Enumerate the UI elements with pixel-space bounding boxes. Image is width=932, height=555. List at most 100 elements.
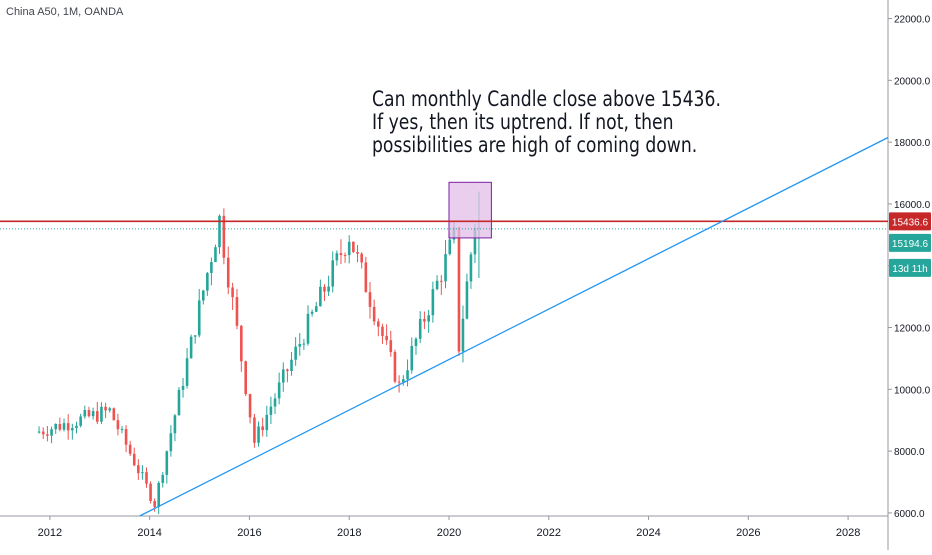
candle-body [368, 292, 372, 307]
candle-body [290, 359, 293, 372]
candle-body [83, 409, 87, 417]
candle-body [87, 409, 91, 417]
candle-body [214, 247, 217, 263]
candle-body [218, 215, 221, 248]
candle-body [137, 465, 140, 474]
candle-body [281, 369, 285, 383]
candle-body [201, 290, 205, 301]
price-tag-label: 13d 11h [892, 264, 927, 275]
candle-body [231, 287, 234, 298]
candle-body [100, 406, 103, 422]
candle-body [153, 501, 156, 507]
y-tick-label: 8000.0 [894, 447, 925, 458]
x-tick-label: 2018 [337, 527, 361, 539]
candle-body [298, 344, 302, 347]
price-tag-label: 15436.6 [892, 217, 929, 228]
x-tick-label: 2012 [38, 527, 62, 539]
candle-body [240, 325, 243, 362]
candle-body [397, 381, 401, 383]
annotation-line-2: If yes, then its uptrend. If not, then [372, 110, 674, 135]
candle-body [406, 370, 409, 380]
candle-body [457, 227, 461, 352]
chart-annotation: Can monthly Candle close above 15436. If… [372, 87, 721, 157]
candle-body [440, 280, 443, 282]
candle-body [269, 406, 273, 415]
x-tick-label: 2028 [836, 527, 860, 539]
candle-body [222, 215, 226, 258]
candle-body [41, 431, 45, 435]
candle-body [427, 315, 430, 322]
candle-body [465, 281, 469, 319]
candle-body [356, 252, 359, 254]
candle-body [54, 423, 58, 430]
symbol-label: China A50, 1M, OANDA [6, 6, 124, 18]
candle-body [161, 474, 165, 483]
candle-body [444, 254, 447, 282]
candle-body [177, 389, 181, 416]
candle-body [173, 415, 177, 434]
candle-body [306, 313, 310, 344]
candle-body [253, 417, 256, 443]
candle-body [431, 289, 435, 316]
candle-body [112, 408, 116, 421]
candle-body [79, 416, 82, 426]
candle-body [169, 433, 173, 452]
candle-body [248, 394, 252, 418]
candle-body [310, 311, 314, 314]
candle-body [339, 253, 343, 256]
y-tick-label: 12000.0 [894, 324, 931, 335]
candle-body [393, 351, 397, 382]
candle-body [265, 414, 269, 431]
candle-body [473, 227, 477, 255]
candle-body [385, 335, 388, 341]
x-axis: 2012 2014 2016 2018 2020 2022 2024 2026 2028 [38, 516, 860, 539]
candle-body [273, 398, 277, 407]
candle-body [448, 239, 452, 255]
candle-body [193, 335, 197, 337]
candle-body [189, 336, 193, 359]
annotation-line-1: Can monthly Candle close above 15436. [372, 87, 721, 111]
candle-body [331, 260, 335, 287]
candle-body [372, 306, 376, 322]
candle-body [381, 326, 384, 336]
candle-body [62, 423, 66, 430]
highlight-box [448, 181, 492, 239]
candle-body [294, 346, 297, 360]
candle-body [66, 423, 70, 431]
candle-body [435, 280, 439, 290]
candle-body [124, 429, 128, 445]
candle-body [360, 253, 363, 263]
candle-body [410, 345, 414, 371]
candle-body [277, 382, 281, 399]
candle-body [319, 286, 322, 307]
candle-body [286, 369, 289, 372]
trendline [139, 136, 889, 517]
candle-body [116, 420, 120, 430]
candle-body [50, 429, 53, 436]
x-tick-label: 2024 [636, 527, 660, 539]
x-tick-label: 2020 [437, 527, 461, 539]
x-tick-label: 2026 [736, 527, 760, 539]
candle-body [327, 286, 330, 292]
candle-body [145, 472, 148, 484]
candle-body [402, 379, 405, 383]
candle-body [181, 385, 185, 390]
price-tags: 15436.6 15194.6 13d 11h [889, 212, 931, 277]
candle-body [37, 431, 41, 433]
candle-body [206, 272, 209, 291]
candle-body [469, 254, 473, 282]
candle-body [165, 451, 169, 475]
candle-body [261, 426, 264, 431]
candle-body [323, 286, 326, 292]
candle-body [389, 340, 393, 352]
candle-body [71, 428, 74, 431]
candle-body [335, 253, 339, 261]
candle-body [210, 262, 213, 273]
candle-body [197, 300, 201, 336]
candle-body [414, 338, 418, 346]
y-tick-label: 6000.0 [894, 509, 925, 520]
x-tick-label: 2014 [137, 527, 161, 539]
price-tag-bg [889, 212, 931, 231]
